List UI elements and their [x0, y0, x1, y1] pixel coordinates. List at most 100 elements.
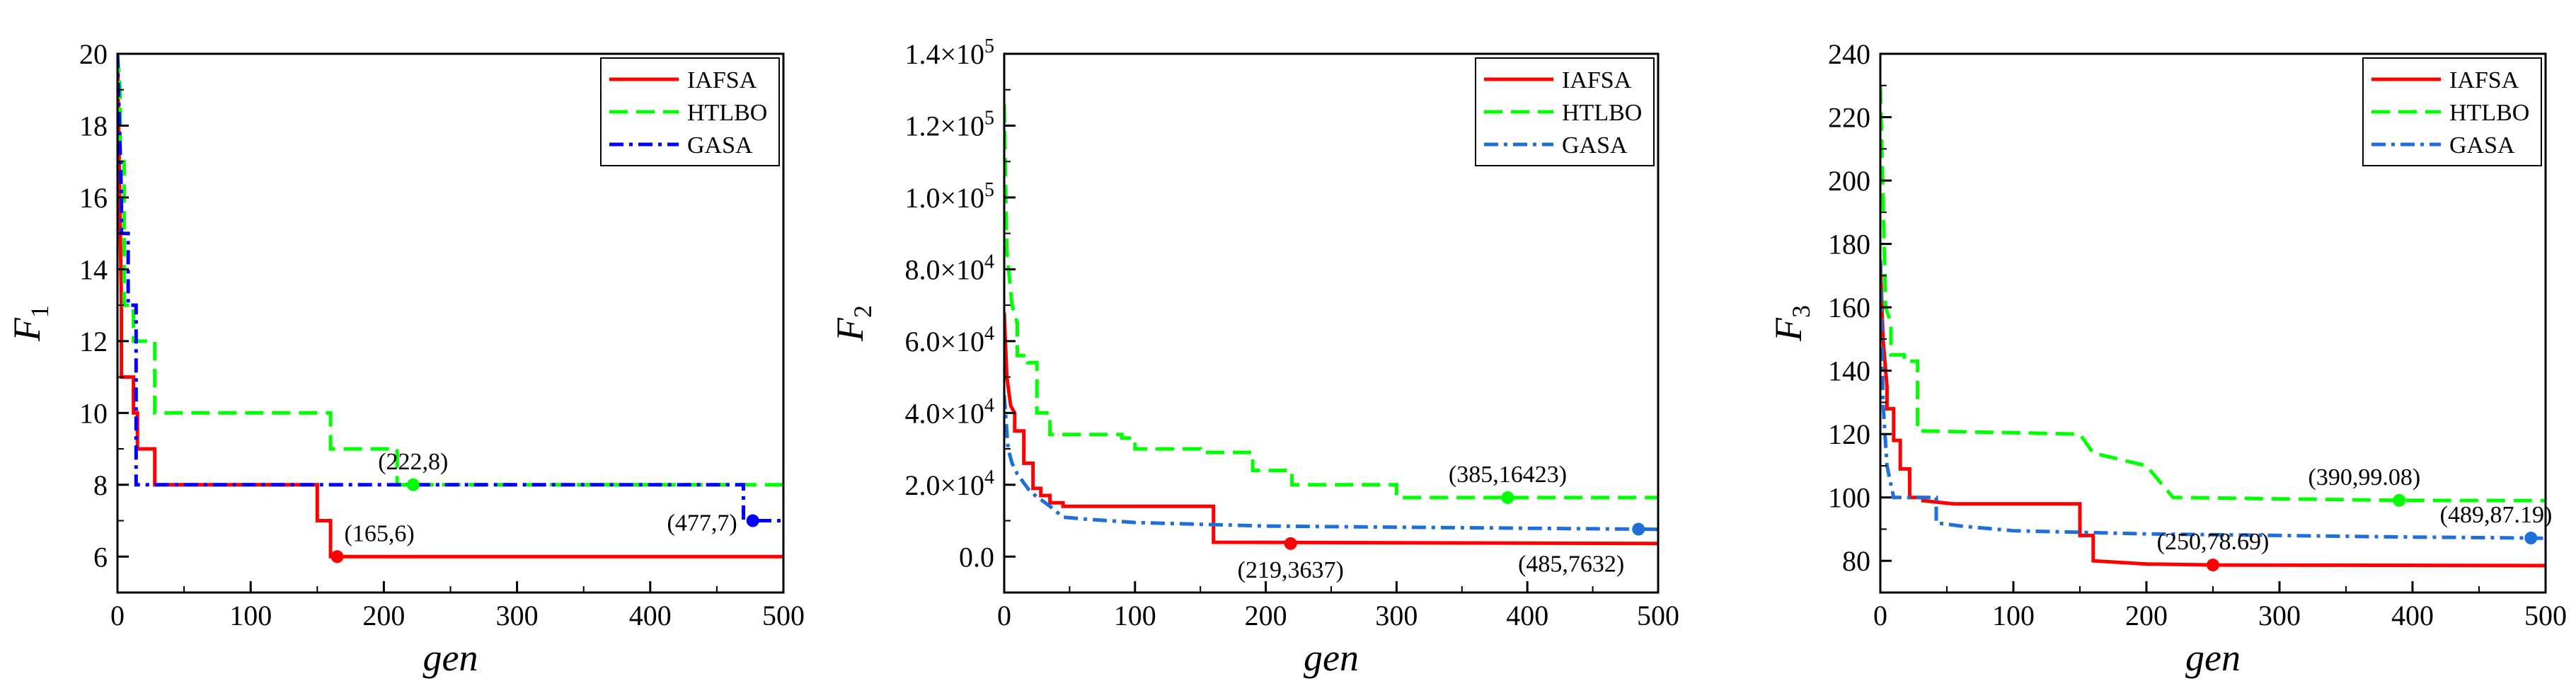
- y-axis-title: F2: [829, 305, 877, 342]
- x-tick-label: 500: [762, 600, 805, 631]
- y-tick-label: 100: [1828, 482, 1870, 514]
- series-line-iafsa: [1004, 312, 1658, 546]
- y-tick-exponent: 4: [984, 394, 994, 416]
- x-tick-label: 200: [1245, 600, 1287, 631]
- y-tick-label: 6: [93, 541, 108, 573]
- y-tick-label: 1.0×105: [904, 179, 994, 214]
- legend-label-iafsa: IAFSA: [687, 67, 757, 93]
- x-tick-label: 100: [229, 600, 272, 631]
- x-tick-label: 100: [1992, 600, 2035, 631]
- x-tick-label: 0: [997, 600, 1011, 631]
- legend: IAFSA HTLBO GASA: [600, 57, 780, 166]
- legend-label-htlbo: HTLBO: [1562, 100, 1642, 126]
- legend: IAFSA HTLBO GASA: [2362, 57, 2542, 166]
- legend-label-iafsa: IAFSA: [1562, 67, 1632, 93]
- x-tick-label: 300: [2258, 600, 2301, 631]
- marker-iafsa: [1284, 537, 1297, 550]
- x-tick-label: 500: [2524, 600, 2567, 631]
- series-line-gasa: [117, 54, 783, 522]
- x-tick-label: 300: [1375, 600, 1418, 631]
- y-tick-label: 1.2×105: [904, 107, 994, 142]
- y-axis-title-main: F: [6, 317, 48, 342]
- y-tick-exponent: 5: [984, 107, 994, 129]
- y-tick-label: 2.0×104: [904, 467, 994, 501]
- y-tick-label: 1.4×105: [904, 35, 994, 70]
- y-tick-label: 20: [79, 38, 108, 70]
- y-tick-exponent: 5: [984, 35, 994, 57]
- data-label: (390,99.08): [2308, 464, 2421, 491]
- y-tick-exponent: 4: [984, 323, 994, 345]
- y-axis-title-main: F: [1767, 317, 1810, 342]
- data-label: (222,8): [378, 449, 448, 475]
- legend-box: [600, 57, 780, 166]
- data-label: (165,6): [345, 520, 415, 547]
- y-tick-label: 12: [79, 326, 108, 357]
- marker-gasa: [2524, 532, 2538, 545]
- y-axis-title-subscript: 3: [1787, 305, 1815, 318]
- data-label: (485,7632): [1518, 551, 1624, 578]
- y-tick-label: 220: [1828, 102, 1870, 134]
- x-axis-title: gen: [423, 636, 478, 679]
- series-line-htlbo: [1880, 85, 2546, 503]
- y-tick-label: 16: [79, 182, 108, 214]
- y-tick-label: 200: [1828, 165, 1870, 197]
- series-line-iafsa: [1880, 259, 2546, 568]
- y-tick-label: 6.0×104: [904, 323, 994, 357]
- x-tick-label: 400: [629, 600, 672, 631]
- data-label: (219,3637): [1238, 557, 1344, 583]
- y-tick-mantissa: 0.0: [959, 541, 994, 573]
- y-axis-title: F1: [6, 305, 54, 342]
- y-tick-mantissa: 2.0×10: [904, 469, 984, 501]
- y-tick-mantissa: 4.0×10: [904, 397, 984, 429]
- x-tick-label: 300: [496, 600, 539, 631]
- y-tick-mantissa: 6.0×10: [904, 326, 984, 357]
- y-tick-mantissa: 8.0×10: [904, 253, 984, 285]
- y-tick-label: 240: [1828, 38, 1870, 70]
- x-tick-label: 200: [362, 600, 405, 631]
- series-line-htlbo: [1004, 103, 1658, 500]
- marker-iafsa: [2207, 559, 2219, 572]
- legend-label-htlbo: HTLBO: [2449, 100, 2529, 126]
- legend-label-gasa: GASA: [687, 132, 753, 159]
- x-tick-label: 200: [2125, 600, 2168, 631]
- data-label: (477,7): [667, 510, 737, 537]
- marker-gasa: [746, 514, 759, 527]
- y-tick-label: 4.0×104: [904, 394, 994, 429]
- data-label: (385,16423): [1449, 462, 1567, 488]
- y-tick-label: 8: [93, 469, 108, 501]
- chart-2: 0 100 200 300 400 5000.02.0×1044.0×1046.0×104…: [829, 35, 1679, 679]
- chart-3: 0 100 200 300 400 500 80 100 120 140 160 180 200 220 2…: [1767, 38, 2567, 679]
- y-tick-label: 80: [1842, 545, 1870, 577]
- y-tick-label: 160: [1828, 292, 1870, 324]
- marker-htlbo: [2393, 493, 2406, 507]
- legend: IAFSA HTLBO GASA: [1475, 57, 1655, 166]
- x-tick-label: 0: [110, 600, 125, 631]
- y-tick-exponent: 4: [984, 251, 994, 273]
- y-tick-label: 120: [1828, 418, 1870, 450]
- x-tick-label: 500: [1637, 600, 1679, 631]
- marker-gasa: [1632, 522, 1645, 536]
- x-tick-label: 400: [2391, 600, 2434, 631]
- marker-htlbo: [406, 478, 420, 491]
- y-tick-label: 8.0×104: [904, 251, 994, 285]
- data-label: (489,87.19): [2440, 502, 2553, 528]
- y-axis-title-subscript: 2: [849, 305, 877, 318]
- y-tick-exponent: 5: [984, 179, 994, 201]
- x-tick-label: 0: [1873, 600, 1887, 631]
- y-axis-title-subscript: 1: [25, 305, 54, 318]
- y-tick-mantissa: 1.4×10: [904, 38, 984, 70]
- x-axis-title: gen: [2185, 636, 2241, 679]
- y-tick-exponent: 4: [984, 467, 994, 488]
- legend-box: [1475, 57, 1655, 166]
- y-tick-label: 18: [79, 110, 108, 142]
- y-tick-label: 14: [79, 253, 108, 285]
- x-tick-label: 100: [1114, 600, 1156, 631]
- y-tick-mantissa: 1.0×10: [904, 182, 984, 214]
- y-tick-label: 10: [79, 397, 108, 429]
- chart-1: 0 100 200 300 400 500 6 8 10 12 14 16 18 20 gen F1 (222,…: [6, 38, 805, 679]
- y-tick-label: 180: [1828, 229, 1870, 261]
- legend-label-gasa: GASA: [1562, 132, 1628, 159]
- x-axis-title: gen: [1304, 636, 1359, 679]
- y-tick-mantissa: 1.2×10: [904, 110, 984, 142]
